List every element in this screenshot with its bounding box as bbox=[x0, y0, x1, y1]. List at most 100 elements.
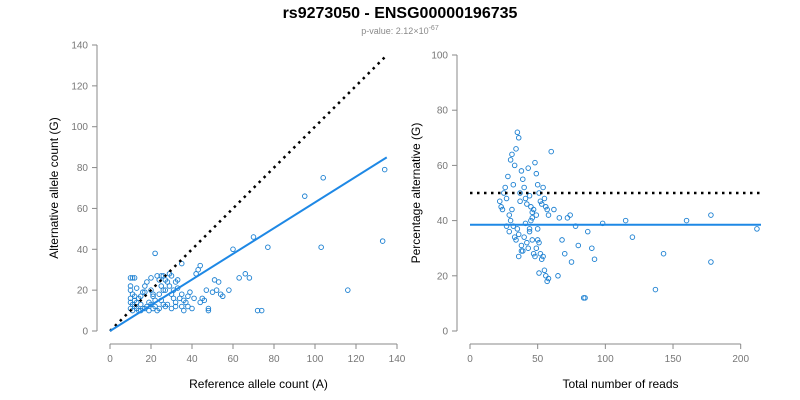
y-tick-label: 20 bbox=[437, 271, 449, 282]
y-tick-label: 20 bbox=[77, 286, 89, 297]
data-point bbox=[181, 307, 187, 314]
data-point bbox=[555, 273, 561, 279]
data-point bbox=[526, 226, 533, 232]
data-point bbox=[575, 242, 582, 249]
data-point bbox=[567, 212, 573, 218]
data-point bbox=[683, 217, 690, 224]
data-point bbox=[129, 275, 136, 281]
data-point bbox=[265, 244, 271, 250]
data-point bbox=[168, 273, 175, 279]
data-point bbox=[258, 307, 265, 314]
data-point bbox=[160, 287, 167, 293]
data-point bbox=[381, 166, 388, 173]
y-tick-label: 120 bbox=[71, 81, 88, 92]
data-point bbox=[538, 201, 545, 207]
data-point bbox=[133, 285, 140, 291]
data-point bbox=[591, 256, 598, 262]
data-point bbox=[520, 176, 526, 182]
data-point bbox=[213, 287, 220, 293]
data-point bbox=[556, 215, 563, 221]
data-point bbox=[518, 242, 525, 249]
data-point bbox=[197, 299, 203, 306]
data-point bbox=[162, 287, 169, 293]
data-point bbox=[521, 234, 527, 240]
data-point bbox=[543, 273, 549, 279]
data-point bbox=[203, 287, 210, 293]
data-point bbox=[525, 245, 531, 251]
data-point bbox=[152, 250, 158, 257]
data-point bbox=[536, 270, 542, 276]
x-tick-label: 0 bbox=[467, 354, 473, 365]
y-axis-label: Percentage alternative (G) bbox=[409, 123, 423, 264]
y-tick-label: 140 bbox=[71, 41, 88, 52]
data-point bbox=[529, 209, 536, 216]
data-point bbox=[178, 260, 185, 267]
x-tick-label: 140 bbox=[389, 354, 406, 365]
data-point bbox=[528, 217, 534, 224]
data-point bbox=[246, 275, 253, 281]
data-point bbox=[528, 204, 534, 210]
data-point bbox=[521, 184, 527, 191]
data-point bbox=[544, 206, 550, 213]
reference-dashed-line bbox=[109, 54, 388, 332]
data-point bbox=[197, 262, 203, 269]
x-tick-label: 150 bbox=[665, 354, 682, 365]
data-point bbox=[585, 228, 591, 235]
data-point bbox=[518, 248, 525, 254]
data-point bbox=[226, 287, 232, 293]
x-tick-label: 100 bbox=[597, 354, 614, 365]
data-point bbox=[178, 291, 185, 297]
data-point bbox=[534, 226, 541, 232]
data-point bbox=[541, 267, 548, 274]
data-point bbox=[545, 275, 552, 282]
data-point bbox=[135, 295, 142, 302]
data-point bbox=[522, 195, 529, 202]
p-value-text: p-value: 2.12×10 bbox=[361, 26, 429, 36]
data-point bbox=[505, 173, 511, 180]
data-point bbox=[515, 135, 522, 141]
x-tick-label: 80 bbox=[268, 354, 280, 365]
data-point bbox=[708, 212, 714, 218]
data-point bbox=[503, 195, 510, 202]
data-point bbox=[164, 301, 171, 308]
data-point bbox=[524, 201, 530, 207]
data-point bbox=[152, 303, 158, 310]
data-point bbox=[541, 195, 548, 202]
data-point bbox=[254, 307, 261, 314]
y-tick-label: 0 bbox=[442, 327, 448, 338]
data-point bbox=[708, 259, 714, 265]
y-axis-label: Alternative allele count (G) bbox=[47, 117, 61, 258]
data-point bbox=[540, 253, 546, 260]
data-point bbox=[302, 193, 308, 199]
percentage-alternative-panel: 0 50 100 150 200 0 20 40 60 80 100 Total number of … bbox=[409, 51, 761, 391]
data-point bbox=[559, 237, 565, 243]
x-axis-label: Reference allele count (A) bbox=[189, 377, 328, 391]
data-point bbox=[189, 305, 195, 312]
x-tick-label: 200 bbox=[732, 354, 749, 365]
x-tick-label: 0 bbox=[107, 354, 113, 365]
data-point bbox=[652, 286, 659, 293]
data-point bbox=[526, 193, 533, 199]
data-point bbox=[534, 237, 541, 243]
data-point bbox=[589, 245, 595, 251]
data-point bbox=[551, 206, 557, 213]
data-point bbox=[518, 168, 525, 174]
data-point bbox=[498, 204, 504, 210]
data-point bbox=[205, 307, 212, 314]
data-point bbox=[509, 206, 515, 213]
data-point bbox=[530, 206, 537, 213]
data-point bbox=[543, 204, 549, 210]
data-point bbox=[533, 170, 540, 177]
y-tick-label: 60 bbox=[77, 204, 89, 215]
allele-count-scatter-panel: 0 20 40 60 80 100 120 140 0 20 40 60 80 100 120 140 Refe… bbox=[47, 41, 406, 392]
data-point bbox=[754, 226, 760, 232]
data-point bbox=[660, 250, 667, 257]
data-point bbox=[506, 212, 513, 218]
data-point bbox=[530, 250, 537, 257]
data-point bbox=[510, 181, 517, 188]
data-point bbox=[148, 275, 154, 281]
data-point bbox=[536, 239, 542, 246]
y-tick-label: 40 bbox=[437, 216, 449, 227]
data-point bbox=[629, 234, 636, 240]
data-point bbox=[545, 212, 552, 218]
